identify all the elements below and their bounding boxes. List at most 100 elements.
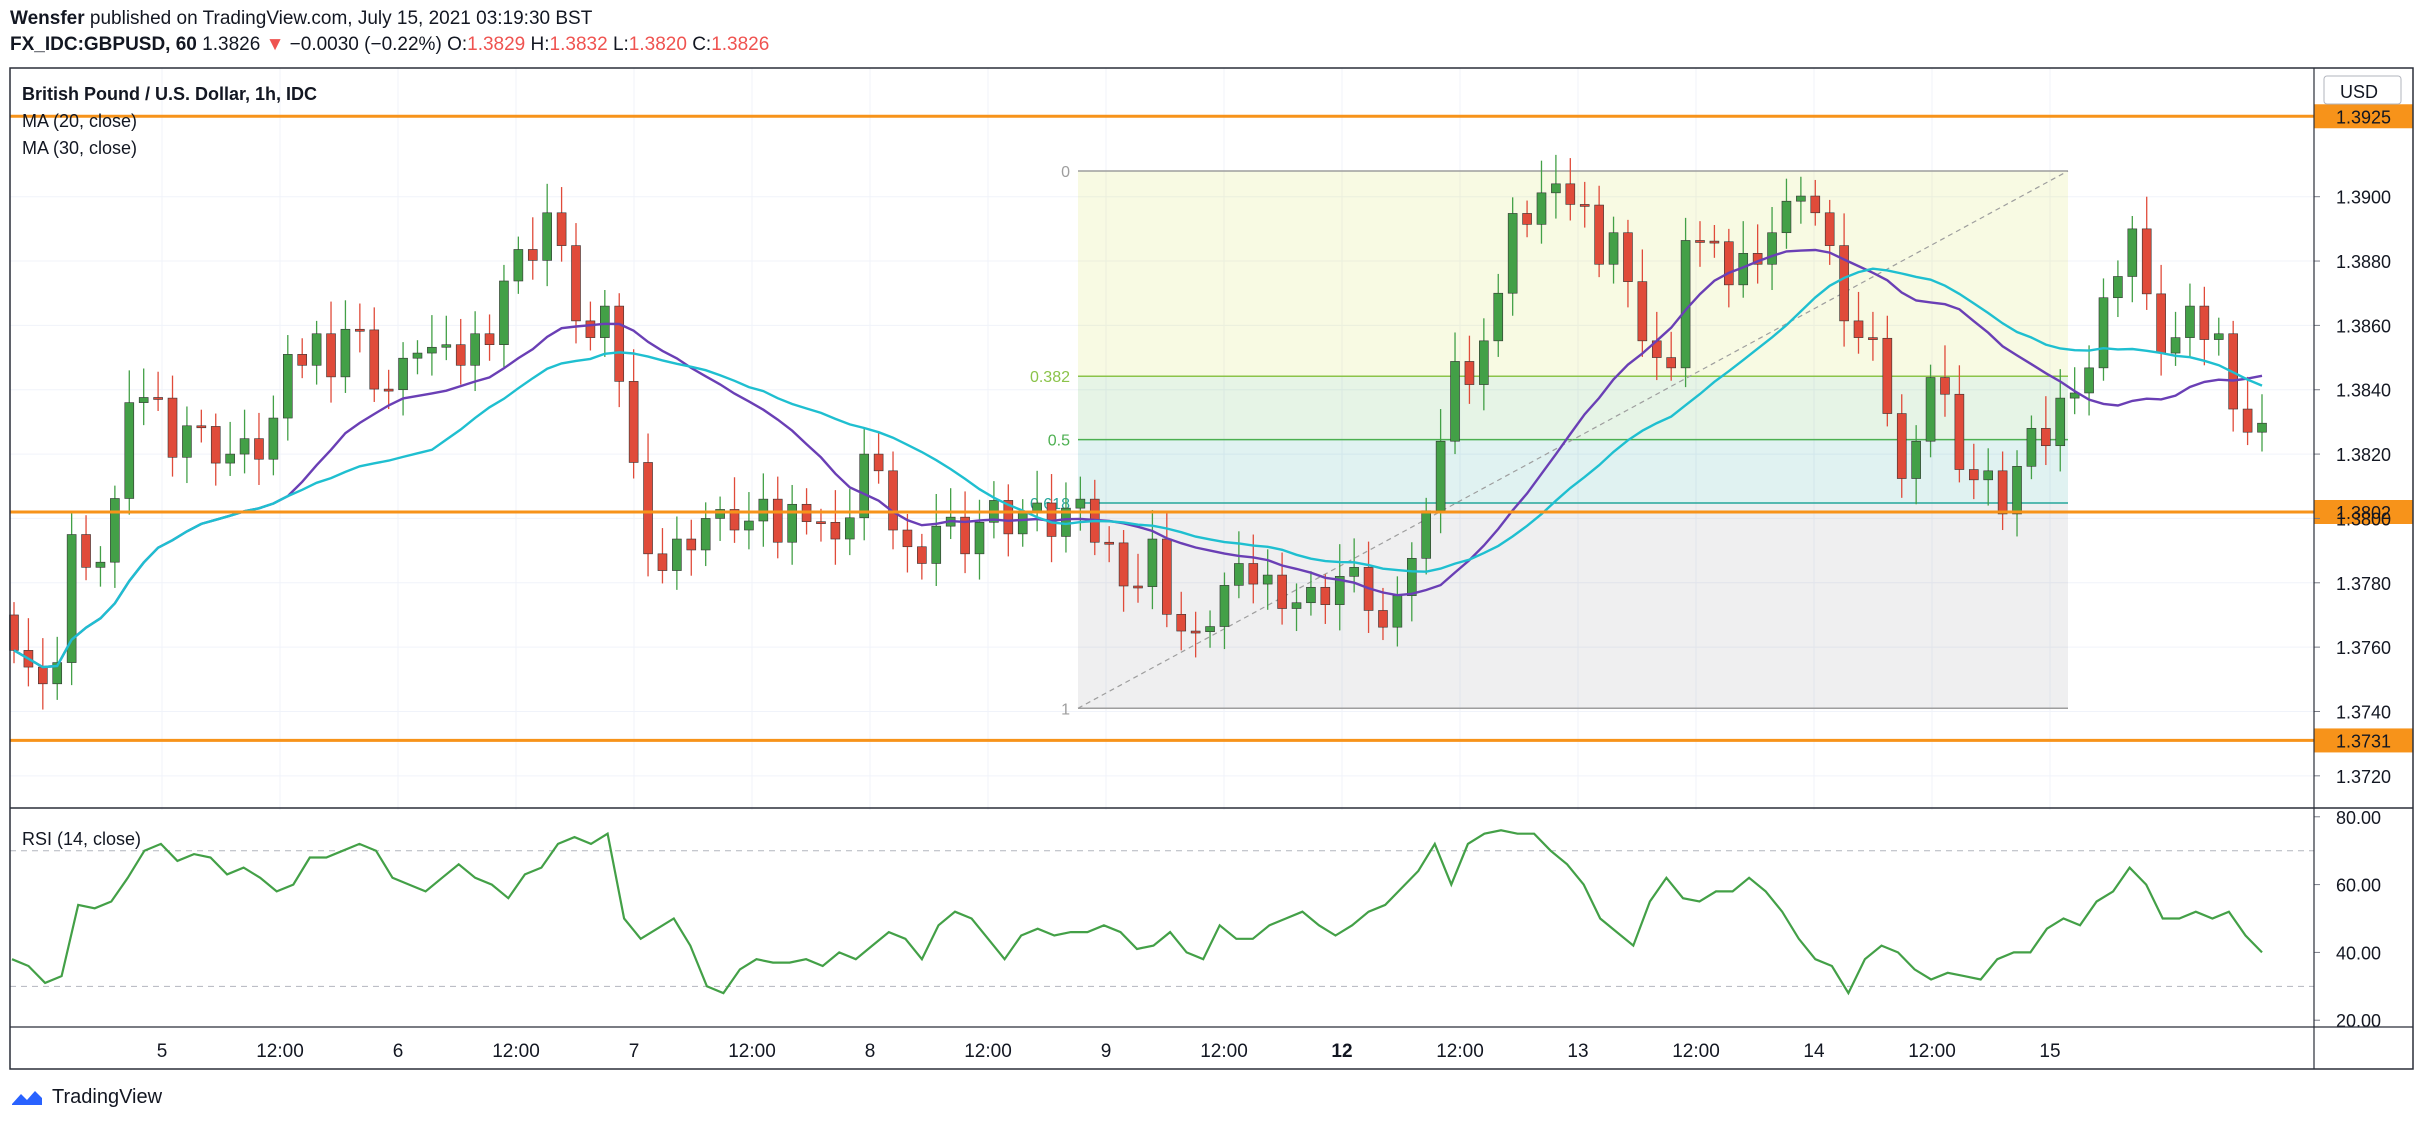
candle-body xyxy=(1695,240,1705,243)
moving-averages xyxy=(13,248,2263,669)
candle-body xyxy=(1378,610,1388,628)
candle xyxy=(1493,273,1504,357)
candle xyxy=(729,477,740,543)
symbol-info: FX_IDC:GBPUSD, 60 1.3826 ▼ −0.0030 (−0.2… xyxy=(10,34,769,56)
candle xyxy=(1104,526,1114,563)
candle xyxy=(902,513,913,573)
candle-body xyxy=(859,453,870,519)
candle xyxy=(2127,216,2138,303)
candle xyxy=(1767,206,1777,290)
candle-body xyxy=(2113,276,2123,299)
candle xyxy=(1623,219,1633,308)
candle xyxy=(1406,542,1417,622)
low-label: L: xyxy=(612,34,629,55)
candle-body xyxy=(81,534,91,568)
frame xyxy=(9,67,2414,1070)
brand-name[interactable]: TradingView xyxy=(52,1086,163,1108)
candle-body xyxy=(1839,245,1849,322)
candle-body xyxy=(2213,333,2224,340)
price-tag xyxy=(2314,500,2413,524)
down-arrow-icon: ▼ xyxy=(265,34,285,55)
candle-body xyxy=(52,662,63,685)
candle-body xyxy=(1666,357,1676,369)
rsi-legend[interactable]: RSI (14, close) xyxy=(22,829,141,849)
x-tick-label: 12:00 xyxy=(492,1041,540,1062)
x-tick-label: 6 xyxy=(393,1041,404,1062)
candle-body xyxy=(282,354,293,419)
price-tag-label: 1.3802 xyxy=(2336,503,2391,523)
candle-body xyxy=(657,553,668,571)
candle-body xyxy=(1594,204,1604,265)
candle xyxy=(888,451,898,550)
ma20-legend[interactable]: MA (20, close) xyxy=(22,111,137,131)
candle-body xyxy=(2127,228,2138,277)
candle-body xyxy=(1406,558,1417,596)
ma30-legend[interactable]: MA (30, close) xyxy=(22,138,137,158)
candle-body xyxy=(1464,361,1475,385)
candle xyxy=(1017,499,1028,547)
candle-body xyxy=(1075,498,1086,509)
candle-body xyxy=(585,320,596,338)
candle xyxy=(2257,394,2267,452)
candle-body xyxy=(326,333,336,378)
horizontal-levels[interactable]: 1.3925 1.3802 1.3731 xyxy=(10,104,2413,753)
candle xyxy=(268,395,279,476)
candle xyxy=(23,618,34,687)
rsi-y-tick-label: 20.00 xyxy=(2336,1011,2381,1031)
x-tick-label: 12:00 xyxy=(1436,1041,1484,1062)
candle xyxy=(1896,394,1907,498)
candle-body xyxy=(772,498,783,543)
candle-body xyxy=(1896,413,1907,479)
candle xyxy=(1666,331,1676,381)
rsi-pane: 20.00 40.00 60.00 80.00 xyxy=(10,808,2381,1031)
candles xyxy=(9,154,2267,710)
candle xyxy=(2228,320,2238,432)
currency-label: USD xyxy=(2340,82,2378,102)
candle-body xyxy=(499,280,509,345)
candle xyxy=(758,473,769,547)
candle xyxy=(1046,474,1057,563)
candle xyxy=(138,368,149,426)
candle xyxy=(1061,482,1071,553)
candle xyxy=(917,533,927,580)
candle xyxy=(182,406,192,484)
candle-body xyxy=(455,344,466,366)
candle xyxy=(744,492,754,550)
candle xyxy=(1176,591,1187,651)
y-tick-label: 1.3900 xyxy=(2336,188,2391,208)
candle-body xyxy=(614,305,625,382)
candle xyxy=(225,421,235,476)
candle xyxy=(844,488,855,556)
candle-body xyxy=(643,462,653,555)
rsi-background xyxy=(10,810,2314,1027)
candle-body xyxy=(182,425,192,458)
candle xyxy=(412,340,423,375)
candle-body xyxy=(715,509,725,519)
candle-body xyxy=(38,666,48,685)
candle xyxy=(124,370,135,515)
outer-frame xyxy=(9,67,2414,1070)
candle xyxy=(1695,221,1705,267)
ma30-line xyxy=(13,267,2263,669)
candle-body xyxy=(484,333,495,345)
candle-body xyxy=(412,352,423,359)
fib-level-label: 1 xyxy=(1061,701,1070,718)
open-label: O: xyxy=(447,34,468,55)
rsi-line xyxy=(11,829,2263,996)
x-tick-label: 12:00 xyxy=(728,1041,776,1062)
candle-body xyxy=(1925,377,1936,442)
candle xyxy=(1968,443,1979,500)
low-value: 1.3820 xyxy=(628,34,687,55)
author-name[interactable]: Wensfer xyxy=(10,8,85,29)
candle xyxy=(945,488,956,540)
candle xyxy=(369,307,380,402)
candle xyxy=(311,320,322,385)
candle xyxy=(1551,154,1561,219)
candle xyxy=(1219,572,1230,650)
y-tick-label: 1.3720 xyxy=(2336,767,2391,787)
candle-body xyxy=(931,525,942,564)
candle-body xyxy=(1277,574,1287,609)
candle-body xyxy=(340,328,351,378)
candle-body xyxy=(542,212,552,261)
